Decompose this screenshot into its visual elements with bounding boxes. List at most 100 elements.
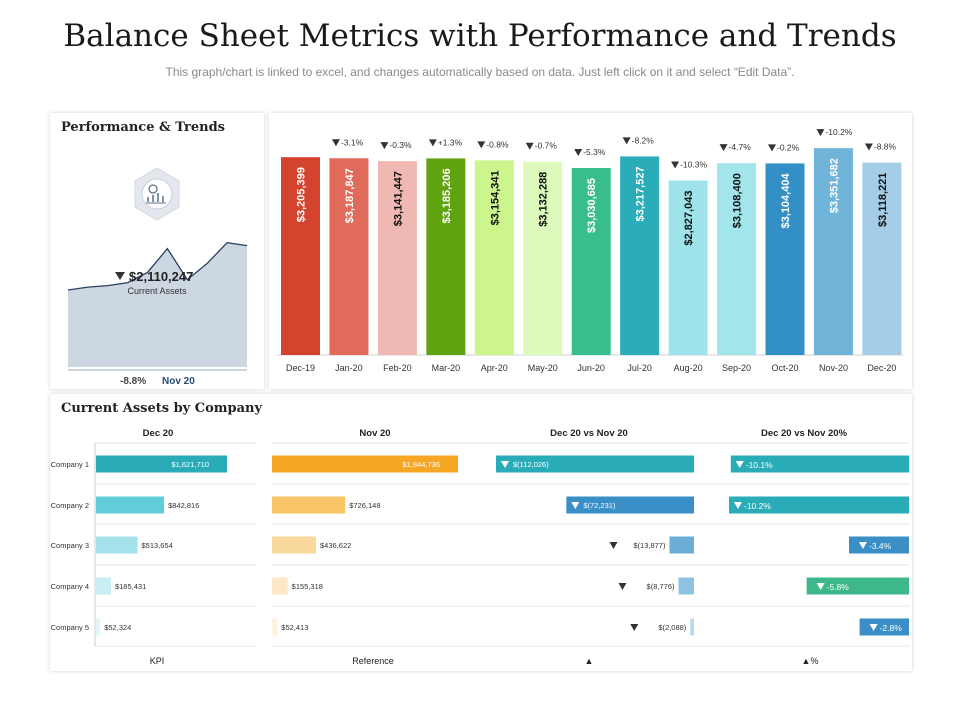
bar bbox=[765, 163, 805, 355]
change-down-icon bbox=[671, 161, 680, 169]
down-triangle-icon bbox=[115, 272, 125, 280]
footer-label: Reference bbox=[352, 656, 394, 666]
x-tick-label: Aug-20 bbox=[674, 363, 703, 373]
dec20-bar bbox=[96, 577, 111, 595]
column-header: Nov 20 bbox=[359, 428, 390, 439]
bar bbox=[474, 160, 514, 355]
monthly-bar-panel: $3,205,399 Dec-19 $3,187,847 Jan-20 -3.1% $3,… bbox=[269, 113, 912, 389]
change-label: -0.7% bbox=[535, 141, 558, 151]
nov20-bar bbox=[272, 455, 458, 473]
change-down-icon bbox=[735, 461, 744, 468]
change-down-icon bbox=[571, 502, 580, 509]
dec20-value-label: $1,621,710 bbox=[171, 460, 209, 469]
monthly-bar-chart: $3,205,399 Dec-19 $3,187,847 Jan-20 -3.1% $3,… bbox=[277, 127, 903, 373]
x-tick-label: Sep-20 bbox=[722, 363, 751, 373]
dec20-bar bbox=[96, 496, 165, 514]
change-down-icon bbox=[719, 144, 728, 152]
footer-label: ▲% bbox=[802, 656, 819, 666]
diff-value-label: $(8,776) bbox=[647, 582, 675, 591]
pct-bar bbox=[729, 496, 909, 514]
bar-value-label: $3,185,206 bbox=[441, 168, 453, 223]
x-tick-label: May-20 bbox=[528, 363, 558, 373]
pct-value-label: -5.8% bbox=[827, 582, 850, 592]
change-label: +1.3% bbox=[438, 137, 463, 147]
nov20-value-label: $1,844,736 bbox=[402, 460, 440, 469]
current-assets-value: $2,110,247 bbox=[129, 269, 193, 284]
column-header: Dec 20 vs Nov 20% bbox=[761, 428, 848, 439]
company-bar-chart: Dec 20 Nov 20 Dec 20 vs Nov 20 Dec 20 vs No… bbox=[51, 428, 910, 666]
change-down-icon bbox=[618, 583, 627, 590]
bar bbox=[668, 180, 708, 355]
bar-value-label: $3,154,341 bbox=[489, 170, 501, 225]
bar bbox=[281, 157, 320, 355]
diff-bar bbox=[496, 455, 694, 473]
nov20-bar bbox=[272, 536, 317, 554]
bar-value-label: $3,108,400 bbox=[732, 173, 744, 228]
bar bbox=[717, 163, 757, 355]
diff-value-label: $(72,231) bbox=[583, 501, 616, 510]
change-label: -8.2% bbox=[632, 135, 655, 145]
nov20-value-label: $52,413 bbox=[281, 623, 308, 632]
x-tick-label: Dec-20 bbox=[867, 363, 896, 373]
change-down-icon bbox=[609, 542, 618, 549]
change-down-icon bbox=[864, 143, 873, 151]
trend-line bbox=[67, 242, 248, 291]
bar-value-label: $3,351,682 bbox=[828, 158, 840, 213]
bar-value-label: $3,187,847 bbox=[344, 168, 356, 223]
x-tick-label: Nov-20 bbox=[819, 363, 848, 373]
change-down-icon bbox=[630, 624, 639, 631]
change-down-icon bbox=[816, 583, 825, 590]
performance-area-chart: $2,110,247 Current Assets -8.8% Nov 20 bbox=[67, 167, 248, 387]
x-tick-label: Apr-20 bbox=[481, 363, 508, 373]
nov20-value-label: $726,148 bbox=[349, 501, 380, 510]
nov20-bar bbox=[272, 496, 346, 514]
change-label: -10.2% bbox=[825, 127, 852, 137]
bar bbox=[620, 156, 660, 355]
company-label: Company 1 bbox=[51, 460, 89, 469]
change-down-icon bbox=[574, 148, 583, 156]
dec20-value-label: $842,816 bbox=[168, 501, 199, 510]
change-down-icon bbox=[525, 142, 534, 150]
company-label: Company 3 bbox=[51, 541, 89, 550]
footer-label: KPI bbox=[150, 656, 165, 666]
change-down-icon bbox=[869, 624, 878, 631]
nov20-value-label: $155,318 bbox=[292, 582, 323, 591]
diff-value-label: $(112,026) bbox=[513, 460, 549, 469]
performance-panel: Performance & Trends $2,110,247 Current … bbox=[50, 113, 264, 389]
pct-value-label: -10.2% bbox=[744, 501, 771, 511]
diff-bar bbox=[669, 536, 694, 554]
nov20-value-label: $436,622 bbox=[320, 541, 351, 550]
diff-bar bbox=[690, 618, 694, 636]
pct-bar bbox=[859, 618, 909, 636]
page-title: Balance Sheet Metrics with Performance a… bbox=[63, 18, 897, 54]
change-down-icon bbox=[768, 144, 776, 152]
change-down-icon bbox=[622, 137, 631, 145]
x-tick-label: Jun-20 bbox=[577, 363, 605, 373]
company-panel-title: Current Assets by Company bbox=[61, 401, 263, 416]
pct-bar bbox=[806, 577, 909, 595]
bar bbox=[426, 158, 466, 355]
current-assets-label: Current Assets bbox=[127, 286, 187, 296]
bar-value-label: $3,030,685 bbox=[586, 178, 598, 233]
diff-value-label: $(2,088) bbox=[658, 623, 686, 632]
dec20-bar bbox=[96, 618, 101, 636]
change-label: -0.2% bbox=[777, 142, 800, 152]
page-subtitle: This graph/chart is linked to excel, and… bbox=[165, 65, 795, 79]
change-up-icon bbox=[428, 139, 437, 147]
performance-change: -8.8% bbox=[120, 376, 146, 387]
change-label: -3.1% bbox=[341, 137, 364, 147]
x-tick-label: Dec-19 bbox=[286, 363, 315, 373]
company-label: Company 2 bbox=[51, 501, 89, 510]
pct-bar bbox=[849, 536, 909, 554]
dec20-value-label: $513,654 bbox=[141, 541, 172, 550]
change-down-icon bbox=[859, 542, 867, 549]
bar-value-label: $3,217,527 bbox=[635, 166, 647, 221]
hand-chart-icon bbox=[134, 167, 180, 221]
column-header: Dec 20 bbox=[143, 428, 174, 439]
diff-bar bbox=[566, 496, 694, 514]
change-down-icon bbox=[816, 129, 825, 137]
nov20-bar bbox=[272, 618, 278, 636]
performance-panel-title: Performance & Trends bbox=[61, 120, 225, 135]
dec20-value-label: $52,324 bbox=[104, 623, 131, 632]
x-tick-label: Jul-20 bbox=[627, 363, 652, 373]
